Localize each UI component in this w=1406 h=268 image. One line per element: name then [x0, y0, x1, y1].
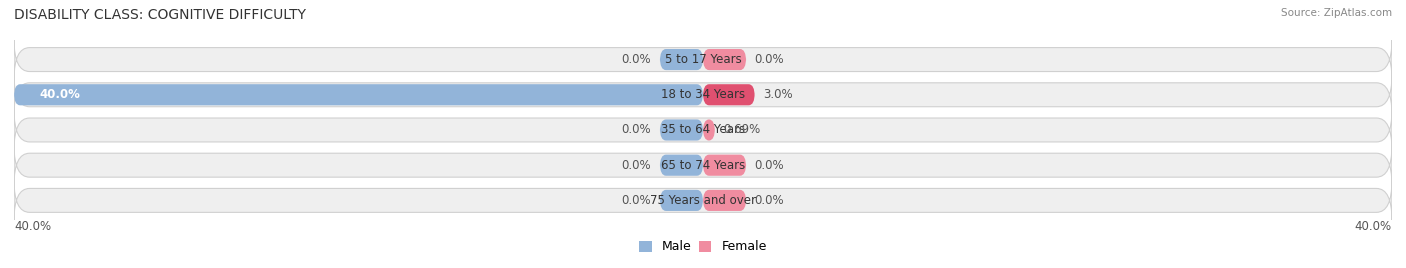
FancyBboxPatch shape	[703, 120, 714, 140]
Text: 5 to 17 Years: 5 to 17 Years	[665, 53, 741, 66]
Text: Source: ZipAtlas.com: Source: ZipAtlas.com	[1281, 8, 1392, 18]
Text: 75 Years and over: 75 Years and over	[650, 194, 756, 207]
Text: 35 to 64 Years: 35 to 64 Years	[661, 124, 745, 136]
FancyBboxPatch shape	[703, 84, 755, 105]
Text: 0.0%: 0.0%	[621, 124, 651, 136]
Text: 0.0%: 0.0%	[621, 53, 651, 66]
Legend: Male, Female: Male, Female	[634, 235, 772, 258]
FancyBboxPatch shape	[659, 120, 703, 140]
Text: 0.0%: 0.0%	[755, 159, 785, 172]
Text: 3.0%: 3.0%	[763, 88, 793, 101]
Text: 0.0%: 0.0%	[755, 194, 785, 207]
Text: DISABILITY CLASS: COGNITIVE DIFFICULTY: DISABILITY CLASS: COGNITIVE DIFFICULTY	[14, 8, 307, 22]
Text: 0.0%: 0.0%	[755, 53, 785, 66]
Text: 0.0%: 0.0%	[621, 159, 651, 172]
FancyBboxPatch shape	[14, 75, 1392, 114]
FancyBboxPatch shape	[703, 155, 747, 176]
Text: 40.0%: 40.0%	[14, 220, 51, 233]
Text: 40.0%: 40.0%	[39, 88, 80, 101]
Text: 18 to 34 Years: 18 to 34 Years	[661, 88, 745, 101]
FancyBboxPatch shape	[703, 49, 747, 70]
FancyBboxPatch shape	[659, 190, 703, 211]
Text: 0.69%: 0.69%	[724, 124, 761, 136]
Text: 0.0%: 0.0%	[621, 194, 651, 207]
FancyBboxPatch shape	[659, 155, 703, 176]
FancyBboxPatch shape	[14, 40, 1392, 79]
Text: 40.0%: 40.0%	[1355, 220, 1392, 233]
FancyBboxPatch shape	[703, 190, 747, 211]
FancyBboxPatch shape	[14, 181, 1392, 220]
Text: 65 to 74 Years: 65 to 74 Years	[661, 159, 745, 172]
FancyBboxPatch shape	[659, 49, 703, 70]
FancyBboxPatch shape	[14, 110, 1392, 150]
FancyBboxPatch shape	[14, 84, 703, 105]
FancyBboxPatch shape	[14, 146, 1392, 185]
